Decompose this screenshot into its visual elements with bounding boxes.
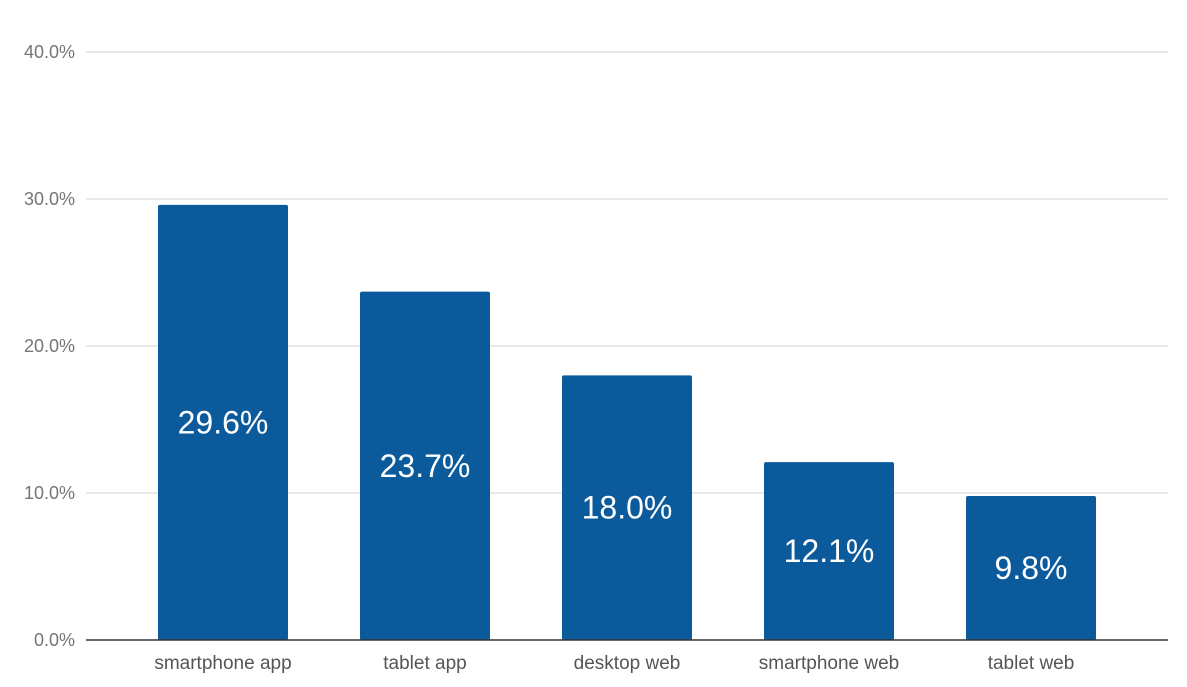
bar-tablet-web xyxy=(966,495,1096,640)
data-label: 23.7% xyxy=(380,448,471,484)
data-label: 12.1% xyxy=(784,533,875,569)
x-category-label: smartphone app xyxy=(154,653,291,674)
data-label: 18.0% xyxy=(582,490,673,526)
y-tick-label: 30.0% xyxy=(24,189,75,209)
bar-tablet-app xyxy=(360,291,490,640)
y-tick-label: 20.0% xyxy=(24,336,75,356)
y-tick-label: 40.0% xyxy=(24,42,75,62)
bar-desktop-web xyxy=(562,375,692,640)
x-axis-categories: smartphone app tablet app desktop web smart… xyxy=(154,653,1074,674)
x-category-label: smartphone web xyxy=(759,653,899,674)
bar-smartphone-app xyxy=(158,204,288,640)
bars xyxy=(158,204,1096,640)
data-label: 29.6% xyxy=(178,404,269,440)
x-category-label: tablet web xyxy=(988,653,1075,674)
data-label: 9.8% xyxy=(995,550,1068,586)
x-category-label: tablet app xyxy=(383,653,466,674)
y-tick-label: 0.0% xyxy=(34,630,75,650)
y-tick-label: 10.0% xyxy=(24,483,75,503)
x-category-label: desktop web xyxy=(574,653,681,674)
data-labels: 29.6% 23.7% 18.0% 12.1% 9.8% xyxy=(178,404,1068,586)
bar-smartphone-web xyxy=(764,462,894,640)
y-axis-ticks: 0.0% 10.0% 20.0% 30.0% 40.0% xyxy=(24,42,75,650)
